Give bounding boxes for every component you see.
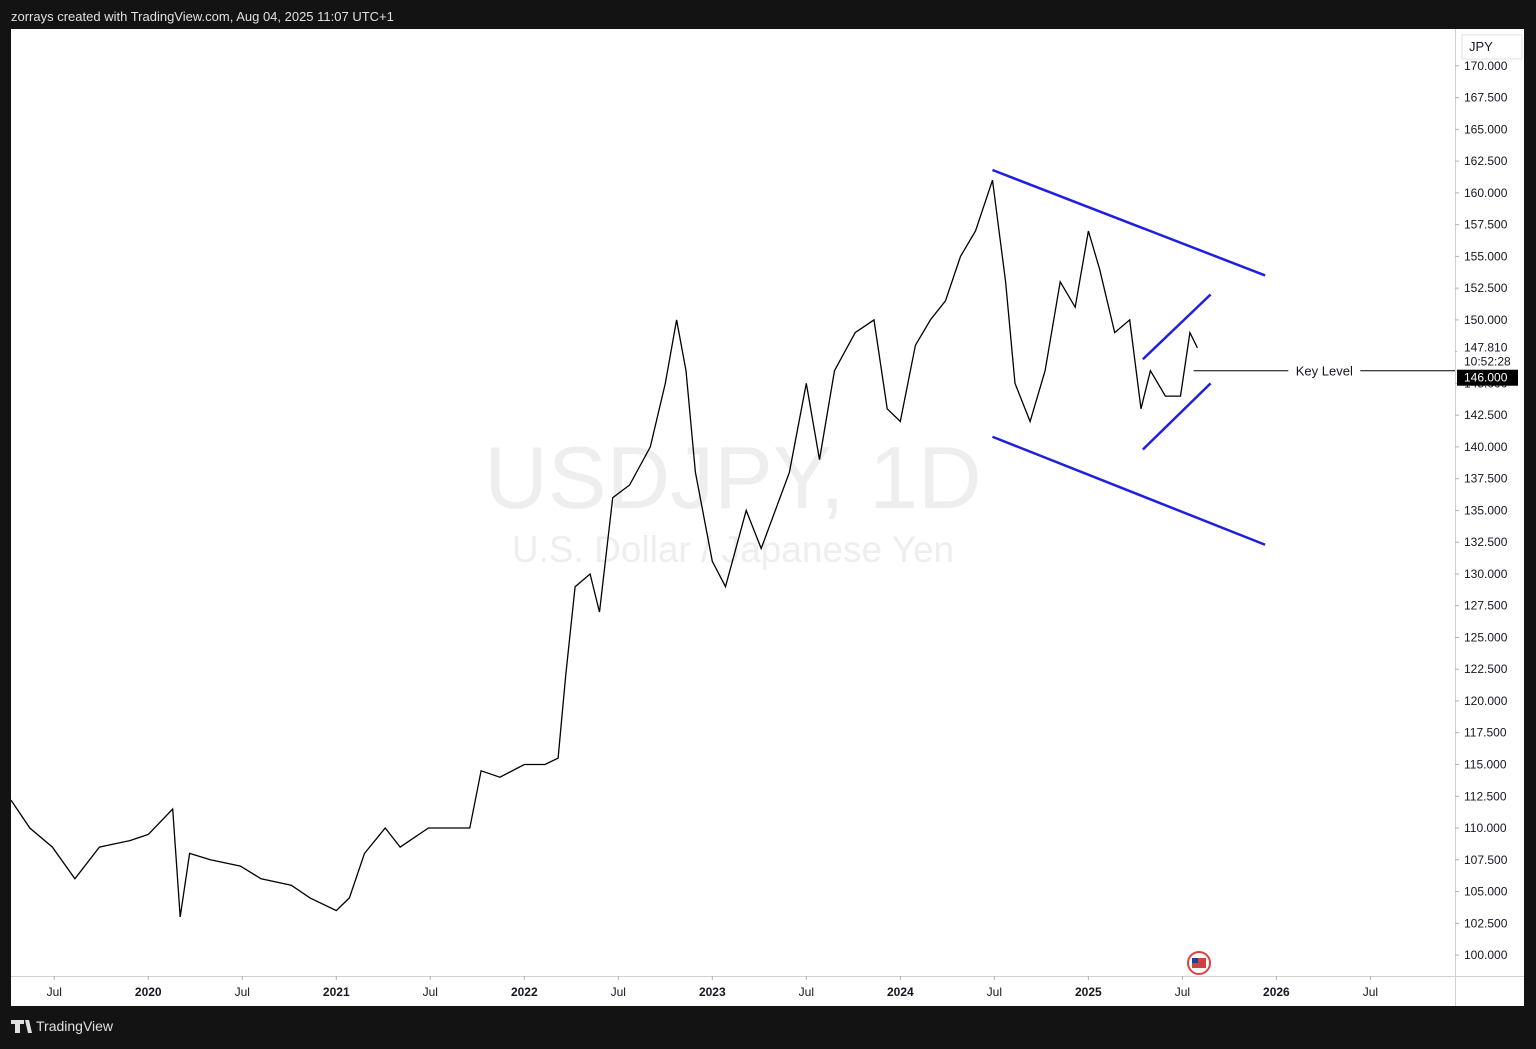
y-tick-label: 152.500 bbox=[1464, 281, 1508, 295]
y-tick-label: 160.000 bbox=[1464, 186, 1508, 200]
x-tick-label: 2021 bbox=[323, 985, 350, 999]
trend-line bbox=[1142, 382, 1212, 451]
y-tick-label: 102.500 bbox=[1464, 916, 1508, 930]
x-tick-label: Jul bbox=[611, 985, 626, 999]
watermark-title: USDJPY, 1D bbox=[484, 428, 981, 527]
y-tick-label: 105.000 bbox=[1464, 885, 1508, 899]
key-level-price-bg bbox=[1457, 369, 1518, 386]
y-tick-label: 155.000 bbox=[1464, 249, 1508, 263]
last-price-bg bbox=[1457, 338, 1518, 367]
x-tick-label: 2026 bbox=[1263, 985, 1290, 999]
x-tick-label: 2023 bbox=[699, 985, 726, 999]
x-tick-label: Jul bbox=[47, 985, 62, 999]
y-tick-label: 100.000 bbox=[1464, 948, 1508, 962]
x-tick-label: 2020 bbox=[135, 985, 162, 999]
plot bbox=[11, 168, 1266, 917]
y-tick-label: 150.000 bbox=[1464, 313, 1508, 327]
flag-icon bbox=[1187, 951, 1211, 975]
y-tick-label: 127.500 bbox=[1464, 599, 1508, 613]
y-tick-label: 107.500 bbox=[1464, 853, 1508, 867]
key-level-label: Key Level bbox=[1296, 364, 1353, 379]
trend-line bbox=[1142, 293, 1212, 361]
y-tick-label: 132.500 bbox=[1464, 535, 1508, 549]
y-tick-label: 110.000 bbox=[1464, 821, 1507, 835]
x-tick-label: Jul bbox=[799, 985, 814, 999]
header: zorrays created with TradingView.com, Au… bbox=[11, 9, 394, 24]
x-tick-label: 2024 bbox=[887, 985, 914, 999]
logo bbox=[11, 1020, 32, 1033]
last-price: 147.810 bbox=[1464, 341, 1508, 355]
y-tick-label: 120.000 bbox=[1464, 694, 1508, 708]
footer: TradingView bbox=[36, 1018, 114, 1034]
y-tick-label: 142.500 bbox=[1464, 408, 1508, 422]
trend-line bbox=[992, 168, 1266, 277]
y-tick-label: 137.500 bbox=[1464, 472, 1508, 486]
x-tick-label: 2025 bbox=[1075, 985, 1102, 999]
y-tick-label: 157.500 bbox=[1464, 218, 1508, 232]
price-line bbox=[11, 179, 1198, 917]
countdown: 10:52:28 bbox=[1464, 355, 1511, 369]
x-tick-label: Jul bbox=[1175, 985, 1190, 999]
y-tick-label: 117.500 bbox=[1464, 726, 1507, 740]
trend-line bbox=[992, 435, 1266, 546]
y-tick-label: 122.500 bbox=[1464, 662, 1508, 676]
y-tick-label: 130.000 bbox=[1464, 567, 1508, 581]
currency: JPY bbox=[1469, 39, 1493, 54]
key-level-price: 146.000 bbox=[1464, 371, 1508, 385]
key-level-label-bg bbox=[1288, 361, 1361, 380]
y-tick-label: 140.000 bbox=[1464, 440, 1508, 454]
x-tick-label: Jul bbox=[235, 985, 250, 999]
x-tick-label: Jul bbox=[423, 985, 438, 999]
x-tick-label: Jul bbox=[987, 985, 1002, 999]
y-tick-label: 112.500 bbox=[1464, 789, 1507, 803]
y-tick-label: 135.000 bbox=[1464, 503, 1508, 517]
y-tick-label: 125.000 bbox=[1464, 630, 1508, 644]
y-tick-label: 167.500 bbox=[1464, 91, 1508, 105]
y-tick-label: 165.000 bbox=[1464, 122, 1508, 136]
x-tick-label: 2022 bbox=[511, 985, 538, 999]
watermark-subtitle: U.S. Dollar / Japanese Yen bbox=[512, 529, 954, 570]
y-tick-label: 115.000 bbox=[1464, 757, 1507, 771]
x-tick-label: Jul bbox=[1363, 985, 1378, 999]
y-tick-label: 170.000 bbox=[1464, 59, 1508, 73]
chart-panel bbox=[11, 29, 1524, 1006]
currency-box[interactable] bbox=[1461, 34, 1523, 60]
y-tick-label: 162.500 bbox=[1464, 154, 1508, 168]
